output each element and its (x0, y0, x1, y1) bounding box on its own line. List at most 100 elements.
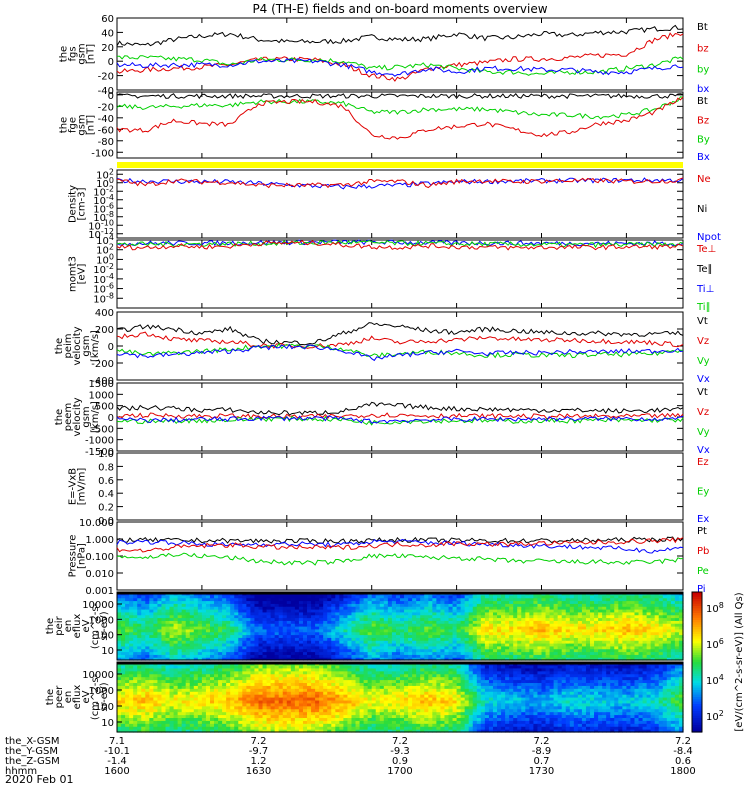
trace-Te⊥ (116, 239, 684, 251)
spectrogram-cell (416, 623, 421, 627)
spectrogram-cell (505, 594, 510, 599)
spectrogram-cell (181, 611, 187, 616)
spectrogram-cell (391, 645, 397, 650)
spectrogram-cell (294, 600, 300, 604)
spectrogram-cell (133, 620, 138, 624)
spectrogram-cell (302, 682, 308, 686)
spectrogram-cell (129, 614, 134, 619)
spectrogram-cell (282, 667, 288, 672)
spectrogram-cell (238, 705, 243, 710)
panel-frame (116, 91, 684, 159)
spectrogram-cell (614, 643, 619, 647)
spectrogram-cell (387, 626, 393, 630)
spectrogram-cell (165, 729, 171, 733)
spectrogram-cell (141, 676, 146, 681)
spectrogram-cell (606, 634, 611, 638)
spectrogram-cell (557, 657, 563, 661)
spectrogram-cell (153, 631, 159, 636)
spectrogram-cell (282, 702, 288, 707)
spectrogram-cell (125, 597, 130, 602)
spectrogram-cell (157, 714, 163, 719)
spectrogram-cell (250, 691, 256, 695)
spectrogram-cell (129, 670, 134, 675)
spectrogram-cell (666, 643, 672, 647)
spectrogram-cell (654, 657, 660, 661)
legend-Vx: Vx (697, 374, 710, 385)
spectrogram-cell (319, 643, 324, 647)
spectrogram-cell (343, 623, 349, 627)
spectrogram-cell (145, 717, 150, 721)
y-axis-label: the (45, 618, 56, 634)
spectrogram-cell (319, 628, 324, 633)
spectrogram-cell (242, 726, 247, 730)
spectrogram-cell (355, 651, 361, 655)
spectrogram-cell (428, 640, 433, 644)
spectrogram-cell (250, 597, 256, 602)
spectrogram-cell (133, 597, 138, 602)
spectrogram-cell (307, 711, 312, 716)
spectrogram-cell (298, 611, 304, 616)
spectrogram-cell (666, 597, 672, 602)
spectrogram-cell (197, 609, 203, 613)
spectrogram-cell (177, 631, 183, 636)
spectrogram-cell (141, 623, 146, 627)
spectrogram-cell (161, 688, 167, 692)
spectrogram-cell (278, 643, 284, 647)
y-axis-label: gsm (81, 406, 92, 427)
spectrogram-cell (569, 614, 575, 619)
spectrogram-cell (165, 600, 171, 604)
spectrogram-cell (177, 691, 183, 695)
spectrogram-cell (234, 723, 239, 727)
spectrogram-cell (117, 708, 122, 713)
spectrogram-cell (294, 717, 300, 721)
spectrogram-cell (121, 691, 126, 695)
spectrogram-cell (117, 711, 122, 716)
legend-Bt: Bt (697, 22, 708, 33)
spectrogram-cell (464, 643, 470, 647)
spectrogram-cell (121, 702, 126, 707)
spectrogram-cell (238, 623, 243, 627)
spectrogram-cell (480, 637, 486, 641)
spectrogram-cell (383, 606, 389, 610)
spectrogram-cell (282, 640, 288, 644)
spectrogram-cell (177, 720, 183, 724)
spectrogram-cell (444, 614, 450, 619)
spectrogram-cell (315, 623, 320, 627)
spectrogram-cell (650, 620, 656, 624)
spectrogram-cell (424, 603, 429, 607)
spectrogram-cell (573, 631, 579, 636)
spectrogram-cell (674, 657, 680, 661)
spectrogram-cell (242, 702, 247, 707)
spectrogram-cell (185, 694, 191, 698)
spectrogram-cell (658, 626, 664, 630)
spectrogram-cell (319, 606, 324, 610)
spectrogram-cell (218, 717, 223, 721)
spectrogram-cell (242, 609, 247, 613)
spectrogram-cell (141, 626, 146, 630)
spectrogram-cell (529, 657, 535, 661)
spectrogram-cell (133, 626, 138, 630)
spectrogram-cell (343, 600, 349, 604)
spectrogram-cell (145, 657, 150, 661)
spectrogram-cell (311, 720, 316, 724)
spectrogram-cell (323, 717, 328, 721)
spectrogram-cell (129, 723, 134, 727)
spectrogram-cell (278, 717, 284, 721)
spectrogram-cell (375, 614, 381, 619)
spectrogram-cell (298, 594, 304, 599)
spectrogram-cell (476, 634, 482, 638)
spectrogram-cell (634, 645, 640, 650)
spectrogram-cell (492, 631, 498, 636)
spectrogram-cell (302, 614, 308, 619)
spectrogram-cell (444, 606, 450, 610)
spectrogram-cell (642, 600, 648, 604)
spectrogram-cell (355, 623, 361, 627)
spectrogram-cell (282, 643, 288, 647)
spectrogram-cell (319, 664, 324, 669)
spectrogram-cell (201, 682, 207, 686)
spectrogram-cell (630, 634, 636, 638)
spectrogram-cell (678, 651, 684, 655)
spectrogram-cell (290, 667, 296, 672)
spectrogram-cell (157, 640, 163, 644)
spectrogram-cell (363, 597, 369, 602)
